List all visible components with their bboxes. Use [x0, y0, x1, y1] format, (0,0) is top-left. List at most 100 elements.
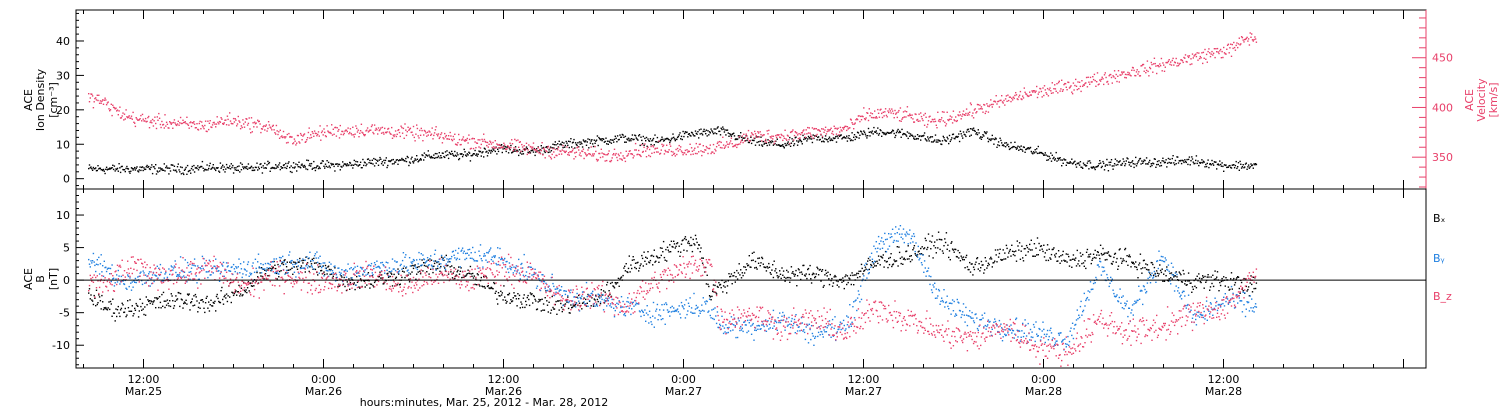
bx-series-point — [822, 286, 824, 288]
bx-series-point — [860, 270, 862, 272]
bx-series-point — [176, 299, 178, 301]
velocity-series-point — [537, 147, 539, 149]
density-series-point — [1041, 152, 1043, 154]
bx-series-point — [1236, 277, 1238, 279]
velocity-series-point — [398, 131, 401, 134]
velocity-series-point — [669, 145, 672, 147]
density-series-point — [560, 143, 562, 145]
velocity-series-point — [523, 145, 525, 147]
density-series-point — [503, 145, 505, 147]
bx-series-point — [1251, 291, 1254, 293]
density-series-point — [1207, 159, 1209, 161]
bx-series-point — [1252, 276, 1254, 278]
velocity-series-point — [927, 120, 930, 122]
bx-series-point — [996, 261, 998, 263]
bx-series-point — [514, 295, 517, 297]
velocity-series-point — [1157, 64, 1159, 67]
bx-series-point — [552, 306, 554, 309]
velocity-series-point — [789, 131, 792, 134]
velocity-series-point — [666, 151, 669, 153]
density-series-point — [768, 144, 771, 146]
density-series-point — [144, 168, 146, 171]
bx-series-point — [163, 300, 165, 302]
velocity-series-point — [688, 150, 690, 153]
by-series-point — [271, 269, 273, 271]
bx-series-point — [1094, 249, 1096, 252]
density-series-point — [444, 156, 446, 159]
density-series-point — [610, 142, 613, 144]
bx-series-point — [743, 266, 745, 268]
density-series-point — [620, 136, 623, 138]
bx-series-point — [134, 307, 136, 310]
by-series-point — [91, 262, 93, 264]
bx-series-point — [282, 263, 285, 266]
density-series-point — [237, 169, 239, 172]
bx-series-point — [1169, 272, 1171, 275]
bx-series-point — [178, 292, 180, 294]
bx-series-point — [759, 265, 761, 267]
density-series-point — [479, 150, 482, 153]
density-series-point — [816, 139, 818, 141]
by-series-point — [102, 275, 105, 277]
density-series-point — [383, 159, 385, 162]
density-series-point — [199, 166, 201, 168]
velocity-series-point — [770, 137, 772, 139]
density-series-point — [1225, 164, 1227, 166]
density-series-point — [1240, 163, 1242, 165]
bx-series-point — [802, 264, 804, 267]
density-series-point — [663, 139, 666, 142]
bx-series-point — [332, 275, 334, 277]
velocity-series-point — [627, 154, 629, 157]
density-series-point — [250, 165, 253, 168]
velocity-series-point — [264, 129, 266, 131]
top-y2label-line-3: [km/s] — [1487, 82, 1500, 117]
velocity-series-point — [395, 135, 398, 138]
density-series-point — [1000, 139, 1002, 142]
bx-series-point — [648, 261, 650, 263]
by-series-point — [290, 260, 292, 262]
bx-series-point — [403, 271, 405, 273]
by-series-point — [218, 280, 221, 282]
velocity-series-point — [442, 137, 444, 139]
bx-series-point — [801, 273, 803, 275]
bx-series-point — [908, 258, 910, 260]
bx-series-point — [259, 272, 261, 274]
bx-series-point — [1142, 267, 1144, 269]
velocity-series-point — [394, 134, 396, 136]
velocity-series-point — [1212, 52, 1215, 54]
density-series-point — [657, 141, 659, 143]
bx-series-point — [953, 251, 955, 253]
velocity-series-point — [216, 116, 218, 118]
density-series-point — [280, 166, 282, 168]
velocity-series-point — [148, 115, 150, 118]
density-series-point — [1247, 164, 1250, 166]
bx-series-point — [257, 282, 260, 284]
bx-series-point — [760, 262, 762, 264]
density-series-point — [689, 134, 691, 137]
bx-series-point — [282, 261, 284, 264]
velocity-series-point — [905, 116, 907, 118]
bx-series-point — [715, 293, 718, 295]
by-series-point — [212, 272, 214, 274]
velocity-series-point — [625, 150, 627, 152]
density-series-point — [784, 142, 786, 145]
bx-series-point — [387, 272, 389, 275]
velocity-series-point — [784, 129, 786, 131]
bx-series-point — [893, 259, 895, 261]
velocity-series-point — [207, 120, 209, 122]
velocity-series-point — [237, 115, 239, 118]
bx-series-point — [1115, 261, 1117, 263]
density-series-point — [1128, 164, 1131, 166]
velocity-series-point — [951, 116, 953, 118]
bx-series-point — [102, 308, 105, 311]
density-series-point — [539, 149, 542, 151]
bx-series-point — [141, 309, 143, 311]
density-series-point — [362, 158, 364, 161]
bx-series-point — [1050, 258, 1052, 260]
bx-series-point — [650, 255, 652, 257]
density-series-point — [484, 148, 486, 150]
velocity-series-point — [320, 139, 322, 141]
bx-series-point — [1250, 275, 1252, 277]
velocity-series-point — [895, 112, 898, 114]
density-series-point — [1102, 160, 1104, 163]
